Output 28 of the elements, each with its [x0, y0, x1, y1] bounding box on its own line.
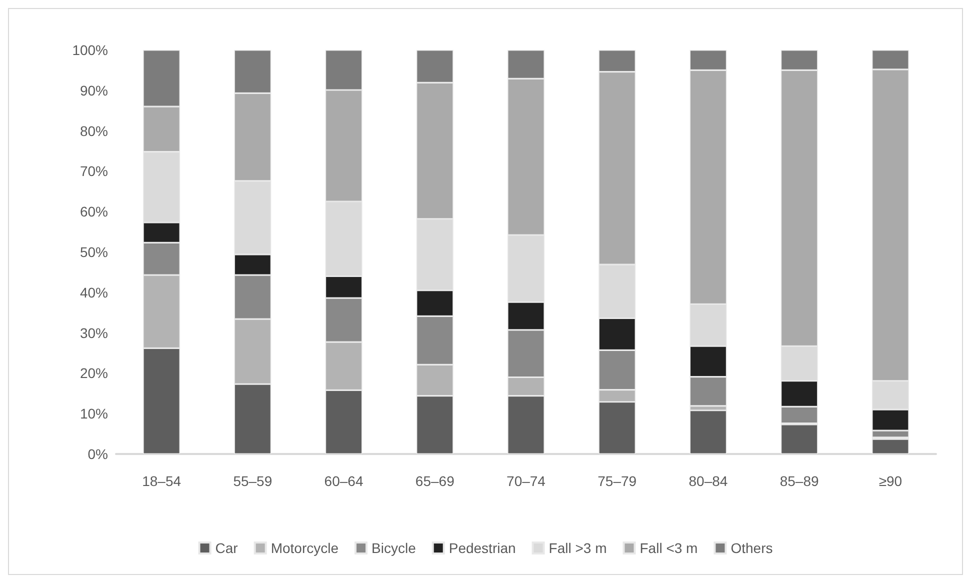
legend-label: Car [215, 540, 238, 556]
y-tick-label: 50% [80, 244, 108, 260]
legend-label: Motorcycle [270, 540, 339, 556]
x-tick-label: 75–79 [598, 473, 637, 489]
legend-label: Others [730, 540, 773, 556]
x-tick-label: 80–84 [688, 473, 728, 489]
x-tick-label: 70–74 [506, 473, 546, 489]
y-tick-label: 0% [88, 446, 108, 462]
y-tick-label: 30% [80, 324, 108, 341]
x-tick-label: 85–89 [780, 473, 820, 489]
y-tick-label: 40% [80, 284, 108, 300]
y-tick-label: 60% [80, 204, 108, 220]
y-tick-label: 20% [80, 365, 108, 382]
y-tick-label: 70% [80, 163, 108, 180]
x-tick-label: 60–64 [324, 473, 364, 489]
x-tick-label: ≥90 [878, 473, 902, 489]
legend-label: Fall <3 m [640, 540, 698, 556]
x-tick-label: 65–69 [415, 473, 455, 489]
legend-label: Pedestrian [448, 540, 516, 556]
legend-label: Fall >3 m [548, 540, 607, 556]
y-tick-label: 10% [80, 406, 108, 422]
y-tick-label: 90% [80, 82, 108, 98]
x-tick-label: 18–54 [142, 473, 182, 489]
legend-label: Bicycle [372, 540, 416, 556]
x-tick-label: 55–59 [233, 473, 272, 489]
bar [690, 410, 727, 454]
y-tick-label: 80% [80, 122, 108, 139]
y-tick-label: 100% [72, 42, 108, 58]
